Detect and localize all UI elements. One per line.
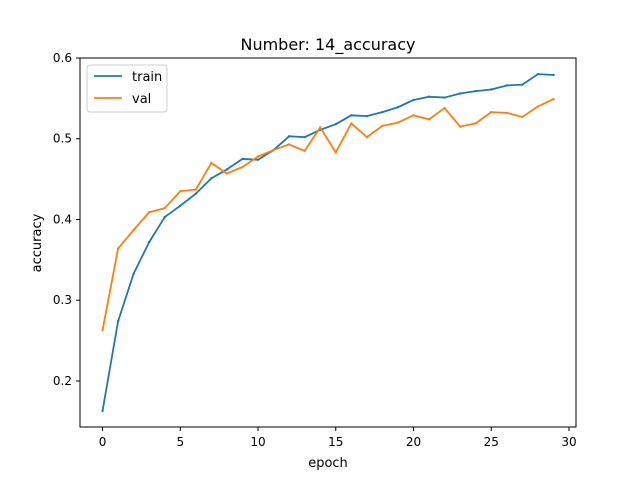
data-point-train (163, 215, 166, 219)
data-point-val (179, 190, 182, 193)
y-axis-ticks: 0.2 0.3 0.4 0.5 0.6 (53, 51, 80, 388)
plot-area (101, 72, 555, 413)
data-point-train (147, 240, 151, 244)
data-point-val (163, 206, 166, 210)
chart-title: Number: 14_accuracy (240, 35, 415, 55)
data-point-train (536, 72, 540, 76)
data-point-train (194, 192, 198, 195)
x-tick-label: 20 (406, 435, 421, 449)
data-point-val (427, 118, 431, 121)
series-line-train (101, 73, 555, 412)
x-axis-ticks: 0 5 10 15 20 25 30 (99, 427, 577, 449)
data-point-train (490, 88, 493, 91)
data-point-val (132, 228, 135, 232)
data-point-val (505, 111, 509, 115)
data-point-train (427, 95, 431, 98)
x-tick-label: 15 (328, 435, 343, 449)
data-point-val (210, 161, 213, 165)
x-tick-label: 30 (561, 435, 576, 449)
y-axis-label: accuracy (30, 213, 45, 272)
data-point-val (365, 135, 369, 139)
data-point-val (272, 148, 275, 152)
legend-label-train: train (132, 70, 162, 85)
data-point-val (521, 115, 524, 119)
data-point-train (334, 123, 337, 126)
data-point-val (319, 126, 322, 129)
data-point-val (116, 247, 120, 250)
data-point-val (241, 165, 244, 169)
data-point-train (225, 168, 229, 171)
x-tick-label: 5 (176, 435, 184, 449)
data-point-train (179, 204, 182, 207)
x-tick-label: 0 (99, 435, 107, 449)
data-point-val (443, 106, 446, 110)
data-point-train (458, 92, 462, 95)
data-point-val (147, 211, 151, 214)
data-point-val (381, 124, 384, 128)
data-point-val (458, 125, 462, 128)
data-point-val (303, 149, 306, 153)
data-point-val (552, 97, 555, 101)
data-point-val (396, 121, 400, 124)
y-tick-label: 0.6 (53, 51, 72, 65)
data-point-val (256, 155, 260, 158)
data-point-train (505, 84, 509, 87)
data-point-train (474, 89, 477, 93)
data-point-val (350, 122, 353, 125)
y-tick-label: 0.3 (53, 293, 72, 307)
data-point-train (396, 106, 400, 109)
series-line-val (101, 97, 555, 332)
data-point-val (287, 143, 291, 146)
legend-label-val: val (132, 92, 151, 107)
data-point-val (101, 328, 104, 332)
data-point-train (116, 320, 120, 323)
data-point-train (132, 272, 135, 275)
x-tick-label: 10 (250, 435, 265, 449)
data-point-val (412, 114, 415, 117)
data-point-train (552, 73, 555, 77)
data-point-train (210, 177, 213, 180)
y-tick-label: 0.2 (53, 374, 72, 388)
legend: train val (86, 64, 168, 113)
x-tick-label: 25 (484, 435, 499, 449)
data-point-train (412, 98, 415, 102)
data-point-train (101, 409, 104, 413)
data-point-train (381, 110, 384, 114)
data-point-train (365, 114, 369, 118)
data-point-val (490, 110, 493, 114)
data-point-val (225, 172, 229, 175)
data-point-val (334, 151, 337, 154)
data-point-train (350, 114, 353, 117)
data-point-val (194, 188, 198, 191)
data-point-train (521, 83, 524, 86)
x-axis-label: epoch (308, 456, 348, 471)
y-tick-label: 0.4 (53, 212, 72, 226)
data-point-train (241, 157, 244, 161)
y-tick-label: 0.5 (53, 132, 72, 146)
data-point-val (474, 122, 477, 125)
data-point-train (287, 135, 291, 138)
data-point-val (536, 105, 540, 108)
data-point-train (256, 158, 260, 161)
data-point-train (443, 96, 446, 99)
data-point-train (303, 135, 306, 139)
plot-frame (79, 57, 577, 428)
